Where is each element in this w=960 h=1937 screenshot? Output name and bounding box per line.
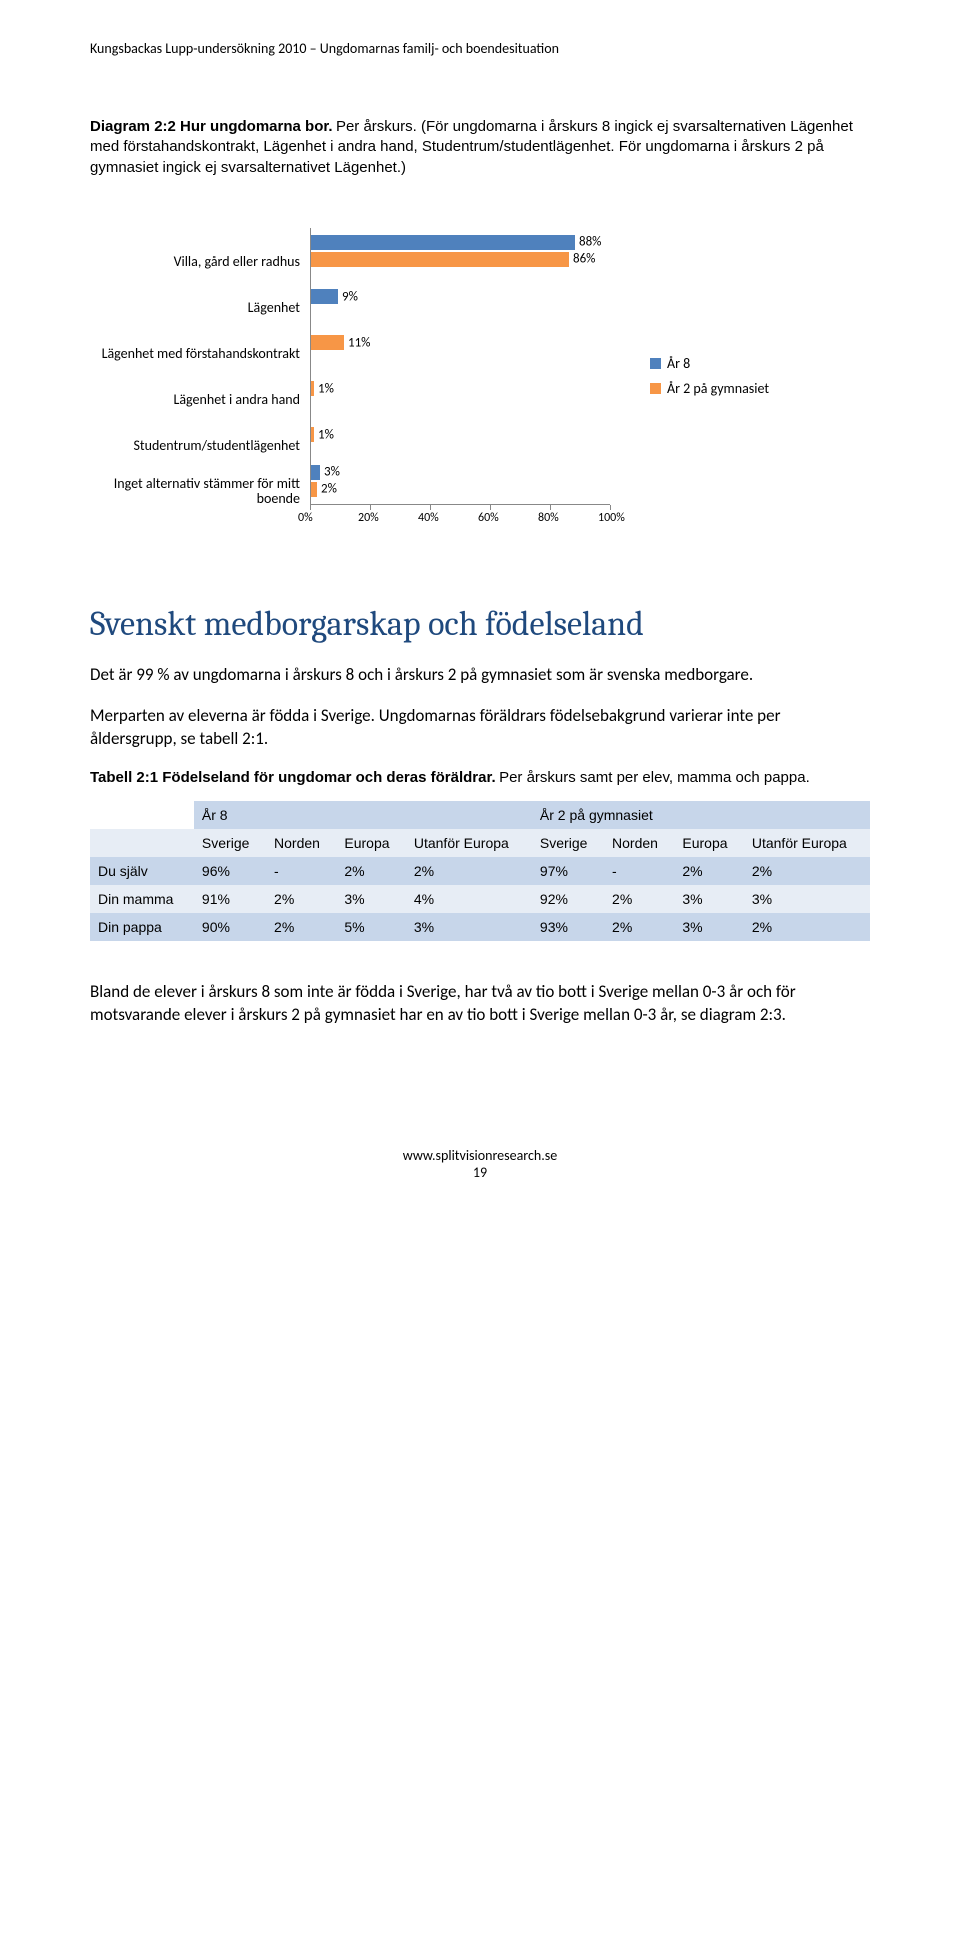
table-column-header: Sverige [194, 829, 266, 857]
table-cell: 90% [194, 913, 266, 941]
table-cell: 2% [266, 913, 336, 941]
table-caption-rest: Per årskurs samt per elev, mamma och pap… [499, 769, 810, 786]
table-cell: 91% [194, 885, 266, 913]
legend-item: År 2 på gymnasiet [650, 380, 769, 397]
chart-category-label: Inget alternativ stämmer för mitt boende [100, 468, 310, 514]
table-row: Din mamma91%2%3%4%92%2%3%3% [90, 885, 870, 913]
chart-bar: 1% [311, 381, 314, 396]
table-cell: 97% [532, 857, 604, 885]
table-row: Din pappa90%2%5%3%93%2%3%2% [90, 913, 870, 941]
table-column-header: Sverige [532, 829, 604, 857]
table-group-header: År 2 på gymnasiet [532, 801, 870, 829]
body-paragraph-3: Bland de elever i årskurs 8 som inte är … [90, 981, 870, 1027]
chart-bar: 86% [311, 252, 569, 267]
table-cell: - [604, 857, 674, 885]
table-caption: Tabell 2:1 Födelseland för ungdomar och … [90, 769, 870, 787]
table-cell: 2% [604, 885, 674, 913]
chart-bar-value: 3% [320, 465, 340, 480]
chart-row: 11% [311, 320, 610, 366]
chart-bar-value: 86% [569, 252, 595, 267]
page-footer: www.splitvisionresearch.se 19 [90, 1147, 870, 1181]
chart-legend: År 8 År 2 på gymnasiet [650, 347, 769, 405]
housing-bar-chart: Villa, gård eller radhusLägenhetLägenhet… [90, 228, 870, 525]
table-column-header: Europa [674, 829, 743, 857]
chart-row: 9% [311, 274, 610, 320]
chart-category-label: Lägenhet i andra hand [100, 376, 310, 422]
legend-swatch [650, 383, 661, 394]
table-row-label: Din mamma [90, 885, 194, 913]
chart-bar: 88% [311, 235, 575, 250]
chart-category-label: Lägenhet [100, 284, 310, 330]
chart-bar: 2% [311, 482, 317, 497]
table-cell: 4% [406, 885, 532, 913]
chart-row: 1% [311, 366, 610, 412]
legend-item: År 8 [650, 355, 769, 372]
chart-bar: 9% [311, 289, 338, 304]
chart-category-label: Studentrum/studentlägenhet [100, 422, 310, 468]
table-cell: 2% [604, 913, 674, 941]
table-cell: 2% [266, 885, 336, 913]
chart-bar: 1% [311, 427, 314, 442]
chart-category-label: Villa, gård eller radhus [100, 238, 310, 284]
legend-label: År 2 på gymnasiet [667, 380, 769, 397]
table-cell: 2% [744, 913, 870, 941]
chart-bar-value: 2% [317, 482, 337, 497]
footer-url: www.splitvisionresearch.se [90, 1147, 870, 1164]
page-header: Kungsbackas Lupp-undersökning 2010 – Ung… [90, 40, 870, 57]
footer-page-number: 19 [90, 1164, 870, 1181]
section-heading: Svenskt medborgarskap och födelseland [90, 605, 870, 644]
table-row-label: Din pappa [90, 913, 194, 941]
table-column-header: Norden [604, 829, 674, 857]
diagram-caption-bold: Diagram 2:2 Hur ungdomarna bor. [90, 118, 333, 135]
table-cell: 3% [744, 885, 870, 913]
table-row: Du själv96%-2%2%97%-2%2% [90, 857, 870, 885]
table-cell: 93% [532, 913, 604, 941]
table-caption-bold: Tabell 2:1 Födelseland för ungdomar och … [90, 769, 496, 786]
chart-row: 88% 86% [311, 228, 610, 274]
chart-bar: 11% [311, 335, 344, 350]
chart-bar-value: 88% [575, 235, 601, 250]
chart-row: 3%2% [311, 458, 610, 504]
chart-bar-value: 9% [338, 289, 358, 304]
table-row-label: Du själv [90, 857, 194, 885]
table-cell: - [266, 857, 336, 885]
body-paragraph-1: Det är 99 % av ungdomarna i årskurs 8 oc… [90, 664, 870, 687]
table-group-header: År 8 [194, 801, 532, 829]
chart-bar-value: 1% [314, 381, 334, 396]
table-cell: 3% [674, 913, 743, 941]
table-cell: 5% [336, 913, 405, 941]
table-cell: 3% [674, 885, 743, 913]
table-cell: 2% [406, 857, 532, 885]
table-cell: 92% [532, 885, 604, 913]
chart-bar-value: 11% [344, 335, 370, 350]
chart-bar: 3% [311, 465, 320, 480]
table-cell: 3% [406, 913, 532, 941]
table-column-header: Europa [336, 829, 405, 857]
table-column-header: Norden [266, 829, 336, 857]
table-cell: 2% [336, 857, 405, 885]
table-cell: 2% [744, 857, 870, 885]
table-column-header: Utanför Europa [406, 829, 532, 857]
table-cell: 96% [194, 857, 266, 885]
diagram-caption: Diagram 2:2 Hur ungdomarna bor. Per årsk… [90, 117, 870, 178]
legend-label: År 8 [667, 355, 690, 372]
chart-row: 1% [311, 412, 610, 458]
legend-swatch [650, 358, 661, 369]
chart-category-label: Lägenhet med förstahandskontrakt [100, 330, 310, 376]
table-cell: 2% [674, 857, 743, 885]
chart-bar-value: 1% [314, 427, 334, 442]
table-cell: 3% [336, 885, 405, 913]
table-column-header: Utanför Europa [744, 829, 870, 857]
birthplace-table: År 8År 2 på gymnasietSverigeNordenEuropa… [90, 801, 870, 941]
body-paragraph-2: Merparten av eleverna är födda i Sverige… [90, 705, 870, 751]
